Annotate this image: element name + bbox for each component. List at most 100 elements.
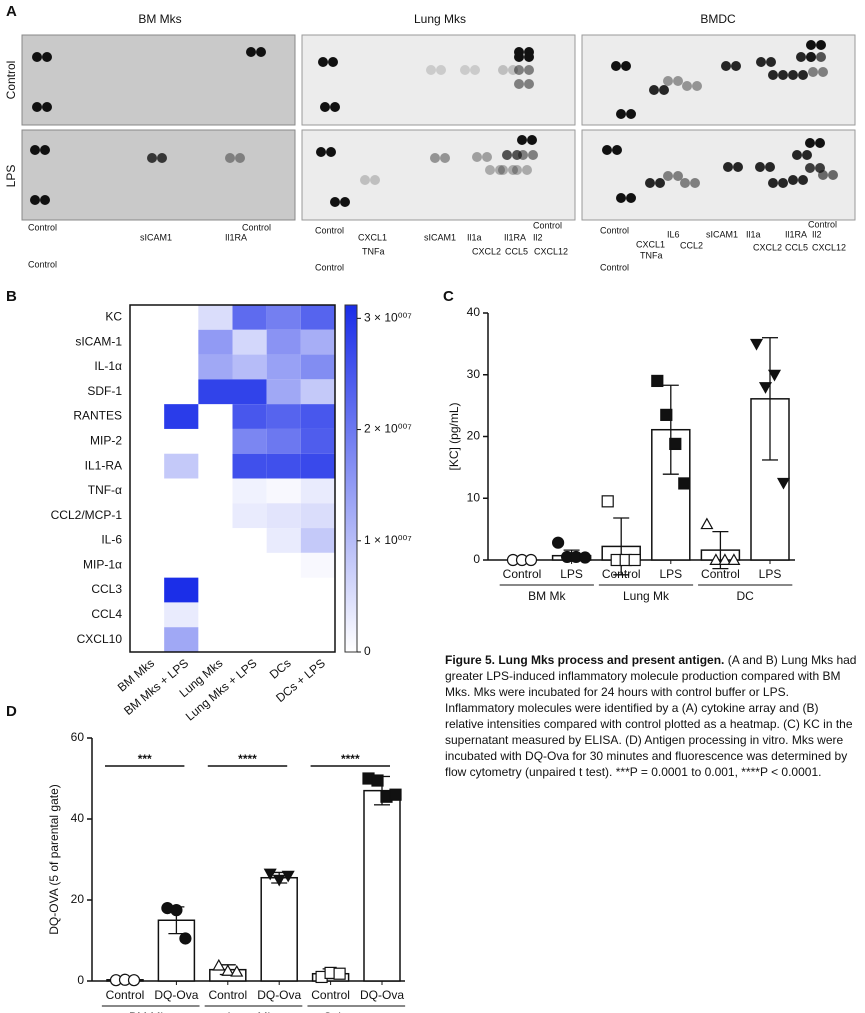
spot-label: Control	[533, 220, 562, 230]
x-tick-label: DQ-Ova	[154, 988, 198, 1002]
blot-spot	[522, 165, 532, 175]
blot-spot	[495, 165, 505, 175]
heat-cell	[232, 305, 267, 330]
blot-title: Lung Mks	[414, 12, 466, 26]
heat-cell	[232, 404, 267, 429]
blot-spot	[663, 171, 673, 181]
column-label: DCs	[267, 656, 294, 682]
bar	[363, 789, 401, 982]
heat-cell	[164, 577, 199, 603]
blot-spot	[626, 109, 636, 119]
blot-spot	[816, 40, 826, 50]
blot-spot	[40, 145, 50, 155]
blot-spot	[645, 178, 655, 188]
blot-spot	[524, 52, 534, 62]
blot-spot	[524, 65, 534, 75]
row-label: MIP-2	[90, 433, 122, 447]
blot-spot	[798, 175, 808, 185]
blot-spot	[527, 135, 537, 145]
blot-spot	[815, 138, 825, 148]
row-label: CCL3	[91, 582, 122, 596]
heat-cell	[232, 428, 267, 454]
blot-spot	[663, 76, 673, 86]
y-axis-label: DQ-OVA (5 of parental gate)	[47, 784, 61, 935]
blot-spot	[818, 67, 828, 77]
blot-spot	[42, 102, 52, 112]
blot-spot	[616, 193, 626, 203]
blot-spot	[514, 65, 524, 75]
blot-spot	[426, 65, 436, 75]
blot-spot	[649, 85, 659, 95]
spot-label: Control	[808, 219, 837, 229]
significance-label: ***	[138, 752, 152, 766]
data-point	[749, 338, 764, 351]
row-label: KC	[105, 310, 122, 324]
blot-spot	[806, 52, 816, 62]
x-tick-label: DQ-Ova	[360, 988, 404, 1002]
heat-cell	[232, 354, 267, 380]
heat-cell	[198, 379, 233, 405]
data-point	[669, 437, 682, 451]
blot-row-label: Control	[4, 61, 18, 100]
blot-spot	[30, 195, 40, 205]
blot-spot	[602, 145, 612, 155]
x-tick-label: Control	[503, 567, 542, 581]
row-label: RANTES	[73, 409, 122, 423]
blot-spot	[330, 102, 340, 112]
blot-spot	[788, 175, 798, 185]
heat-cell	[300, 503, 335, 529]
spot-label: CXCL2	[753, 242, 782, 252]
data-point	[212, 958, 226, 971]
colorbar-label: 2 × 10⁰⁰⁷	[364, 422, 412, 436]
y-tick-label: 20	[71, 892, 85, 906]
heat-cell	[266, 329, 301, 355]
data-point	[709, 553, 723, 566]
row-label: CXCL10	[77, 632, 123, 646]
blot	[581, 34, 856, 126]
blot-spot	[320, 102, 330, 112]
row-label: SDF-1	[87, 384, 122, 398]
blot-title: BMDC	[700, 12, 736, 26]
data-point	[389, 788, 402, 801]
blot-spot	[32, 52, 42, 62]
blot-spot	[460, 65, 470, 75]
heat-cell	[232, 503, 267, 529]
caption-body: (A and B) Lung Mks had greater LPS-induc…	[445, 653, 857, 779]
colorbar-label: 0	[364, 644, 371, 658]
blot-spot	[430, 153, 440, 163]
data-point	[628, 553, 641, 567]
blot-spot	[524, 79, 534, 89]
blot-spot	[328, 57, 338, 67]
colorbar-label: 1 × 10⁰⁰⁷	[364, 533, 412, 547]
spot-label: Control	[600, 262, 629, 272]
blot-spot	[796, 52, 806, 62]
spot-label: Il2	[533, 232, 543, 242]
heat-cell	[300, 354, 335, 380]
heat-cell	[198, 329, 233, 355]
heat-cell	[300, 453, 335, 479]
blot-spot	[723, 162, 733, 172]
blot-spot	[733, 162, 743, 172]
blot-spot	[40, 195, 50, 205]
blot-spot	[470, 65, 480, 75]
x-tick-label: LPS	[759, 567, 782, 581]
data-point	[601, 495, 614, 508]
group-label: DC	[737, 589, 755, 603]
blot-spot	[690, 178, 700, 188]
spot-label: TNFa	[640, 250, 663, 260]
blot-spot	[611, 61, 621, 71]
blot-spot	[680, 178, 690, 188]
blot-spot	[682, 81, 692, 91]
y-tick-label: 20	[467, 429, 481, 443]
spot-label: Control	[600, 225, 629, 235]
spot-label: CXCL1	[636, 239, 665, 249]
x-tick-label: Control	[208, 988, 247, 1002]
data-point	[127, 974, 141, 987]
blot-spot	[626, 193, 636, 203]
blot-spot	[528, 150, 538, 160]
colorbar	[344, 304, 358, 653]
data-point	[221, 964, 235, 976]
spot-label: CCL2	[680, 240, 703, 250]
